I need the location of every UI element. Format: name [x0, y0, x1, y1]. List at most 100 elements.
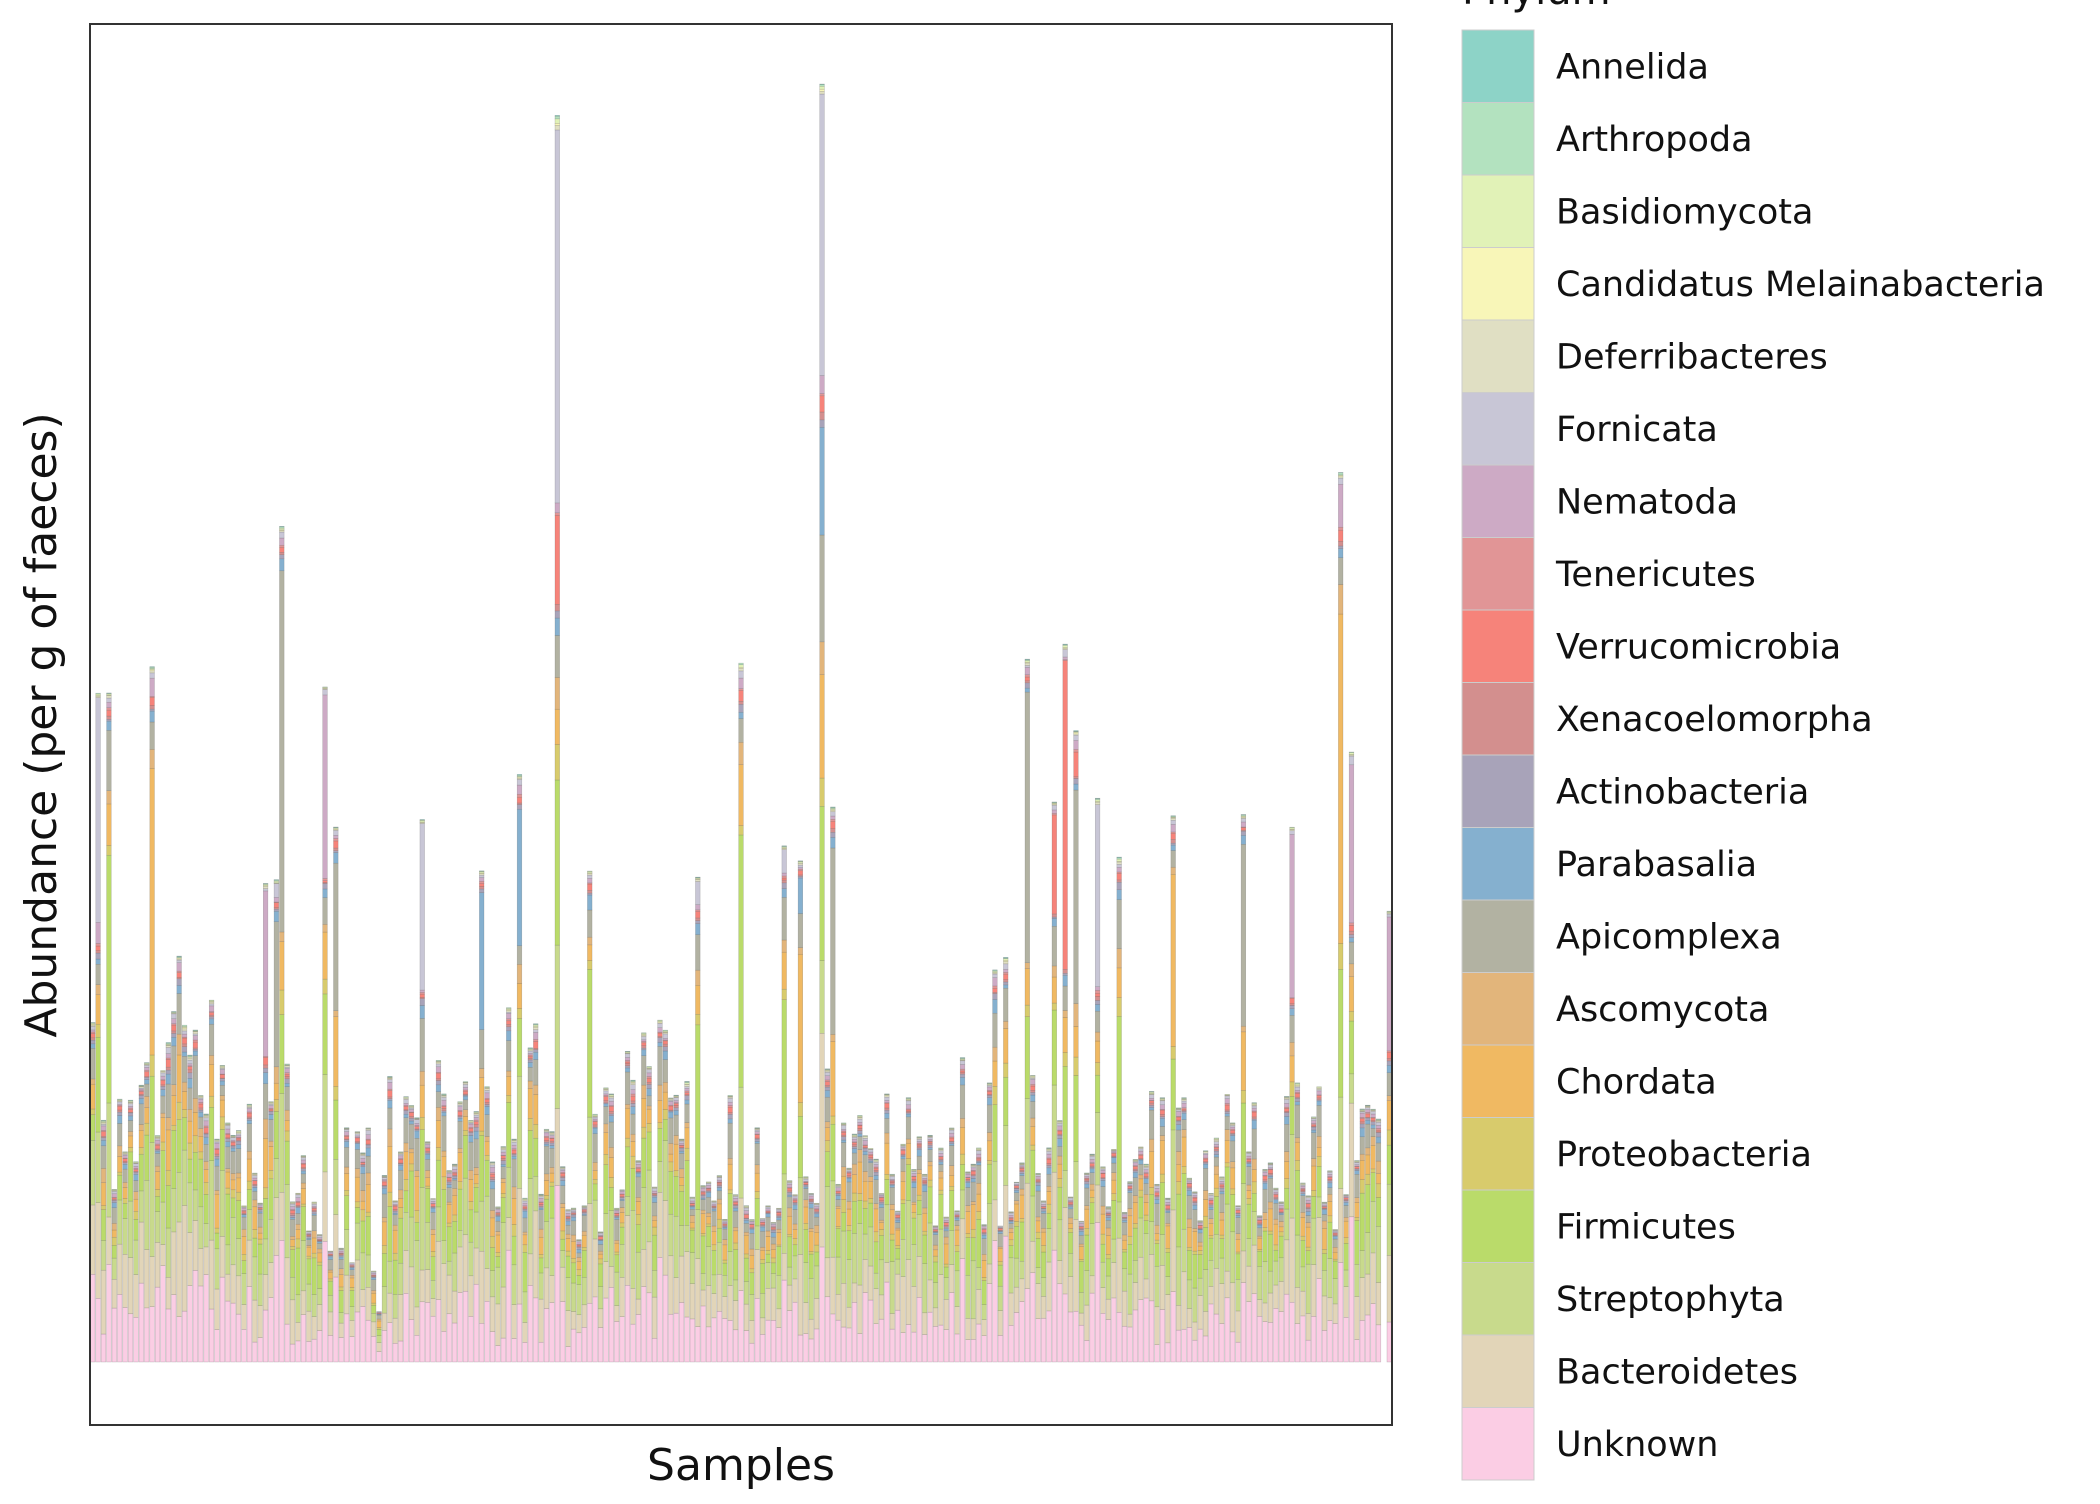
bar-segment — [1333, 1247, 1338, 1252]
bar-segment — [901, 1148, 906, 1150]
bar-segment — [382, 1313, 387, 1330]
bar-segment — [150, 1076, 155, 1142]
bar-segment — [1387, 1184, 1392, 1255]
bar-segment — [820, 642, 825, 675]
bar-segment — [555, 780, 560, 945]
bar-segment — [512, 1159, 517, 1187]
bar-segment — [361, 1210, 366, 1221]
bar-segment — [652, 1188, 657, 1191]
bar-segment — [1122, 1326, 1127, 1362]
bar-segment — [1268, 1322, 1273, 1362]
bar-segment — [463, 1178, 468, 1235]
bar-segment — [1349, 926, 1354, 932]
bar-segment — [1160, 1114, 1165, 1116]
bar-segment — [382, 1222, 387, 1245]
bar-segment — [1138, 1300, 1143, 1362]
bar-segment — [215, 1154, 220, 1156]
bar-segment — [1101, 1288, 1106, 1314]
bar-segment — [1344, 1238, 1349, 1244]
bar-segment — [933, 1256, 938, 1262]
bar-segment — [636, 1252, 641, 1299]
bar-segment — [798, 1178, 803, 1255]
bar-segment — [1322, 1221, 1327, 1228]
bar-segment — [831, 816, 836, 819]
bar-segment — [820, 1033, 825, 1247]
bar-segment — [831, 848, 836, 1034]
bar-segment — [1165, 1226, 1170, 1248]
bar-segment — [96, 943, 101, 946]
bar-segment — [1290, 998, 1295, 1003]
bar-segment — [782, 1000, 787, 1174]
bar-segment — [555, 945, 560, 1108]
bar-segment — [188, 1232, 193, 1285]
bar-segment — [225, 1245, 230, 1274]
bar-segment — [431, 1280, 436, 1298]
bar-segment — [252, 1188, 257, 1192]
bar-segment — [393, 1253, 398, 1260]
bar-segment — [593, 1134, 598, 1163]
bar-segment — [922, 1178, 927, 1180]
bar-segment — [679, 1143, 684, 1145]
bar-segment — [523, 1211, 528, 1218]
bar-segment — [614, 1306, 619, 1322]
bar-segment — [1095, 805, 1100, 987]
bar-segment — [820, 91, 825, 94]
bar-segment — [1149, 1110, 1154, 1139]
bar-segment — [1263, 1322, 1268, 1362]
bar-segment — [290, 1344, 295, 1362]
bar-segment — [242, 1215, 247, 1217]
bar-segment — [836, 1188, 841, 1191]
bar-segment — [593, 1200, 598, 1239]
bar-segment — [1274, 1261, 1279, 1285]
bar-segment — [733, 1280, 738, 1301]
bar-segment — [1111, 1263, 1116, 1298]
bar-segment — [431, 1316, 436, 1362]
bar-segment — [717, 1274, 722, 1311]
bar-segment — [663, 1275, 668, 1362]
bar-segment — [355, 1149, 360, 1168]
bar-segment — [415, 1176, 420, 1210]
bar-segment — [1176, 1305, 1181, 1330]
bar-segment — [1160, 1174, 1165, 1183]
bar-segment — [1317, 1096, 1322, 1098]
bar-segment — [177, 956, 182, 957]
bar-segment — [944, 1267, 949, 1278]
bar-segment — [728, 1114, 733, 1118]
bar-segment — [625, 1104, 630, 1108]
bar-segment — [469, 1170, 474, 1179]
bar-segment — [782, 1253, 787, 1280]
bar-segment — [841, 1123, 846, 1124]
bar-segment — [939, 1275, 944, 1325]
bar-segment — [1241, 1103, 1246, 1184]
bar-segment — [944, 1278, 949, 1300]
bar-segment — [1171, 843, 1176, 845]
bar-segment — [312, 1295, 317, 1317]
bar-segment — [1365, 1108, 1370, 1110]
bar-segment — [236, 1276, 241, 1314]
bar-segment — [512, 1224, 517, 1236]
bar-segment — [641, 1138, 646, 1188]
bar-segment — [301, 1291, 306, 1315]
bar-segment — [123, 1254, 128, 1307]
bar-segment — [447, 1314, 452, 1362]
bar-segment — [1122, 1240, 1127, 1249]
bar-segment — [485, 1089, 490, 1091]
bar-segment — [917, 1148, 922, 1150]
bar-segment — [1236, 1218, 1241, 1234]
legend-key — [1462, 1263, 1534, 1336]
bar-segment — [825, 1076, 830, 1080]
bar-segment — [436, 1207, 441, 1241]
bar-segment — [274, 1112, 279, 1159]
bar-segment — [987, 1105, 992, 1133]
bar-segment — [879, 1198, 884, 1201]
bar-segment — [393, 1230, 398, 1253]
bar-segment — [469, 1128, 474, 1131]
bar-segment — [955, 1271, 960, 1307]
bar-segment — [231, 1265, 236, 1303]
bar-segment — [301, 1171, 306, 1174]
bar-segment — [317, 1305, 322, 1331]
bar-segment — [976, 1324, 981, 1362]
bar-segment — [263, 891, 268, 1056]
bar-segment — [949, 1230, 954, 1264]
bar-segment — [712, 1318, 717, 1362]
